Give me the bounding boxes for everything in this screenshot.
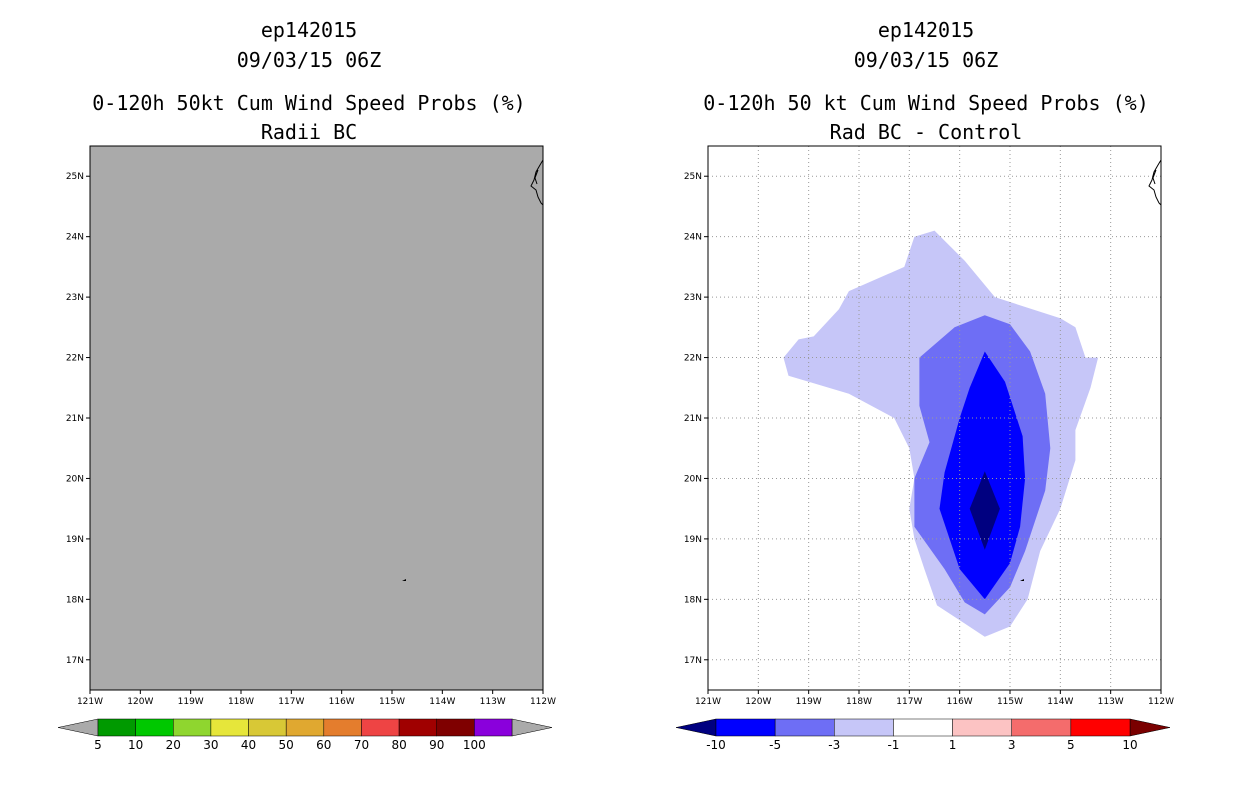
left-colorbar-swatch — [436, 718, 475, 737]
right-colorbar-low-arrow — [675, 718, 717, 737]
right-x-tick-label: 118W — [846, 697, 872, 707]
left-map-fill — [90, 146, 543, 690]
left-title-storm: ep142015 — [260, 18, 358, 42]
right-colorbar-label: 1 — [949, 738, 957, 752]
left-colorbar-low-arrow — [57, 718, 99, 737]
right-coastline — [1148, 159, 1162, 206]
left-colorbar-label: 100 — [463, 738, 486, 752]
right-title-sub: Rad BC - Control — [829, 120, 1023, 144]
right-colorbar-label: -5 — [769, 738, 781, 752]
right-x-tick-label: 120W — [745, 697, 771, 707]
left-colorbar-label: 30 — [203, 738, 218, 752]
left-x-tick-label: 112W — [530, 697, 556, 707]
right-x-tick-label: 116W — [947, 697, 973, 707]
right-title-product: 0-120h 50 kt Cum Wind Speed Probs (%) — [703, 91, 1149, 115]
left-y-tick-label: 19N — [66, 535, 84, 545]
left-colorbar-swatch — [135, 718, 174, 737]
left-colorbar-label: 40 — [241, 738, 256, 752]
right-colorbar-label: 5 — [1067, 738, 1075, 752]
left-colorbar-label: 60 — [316, 738, 331, 752]
left-colorbar-swatch — [323, 718, 362, 737]
right-x-tick-label: 113W — [1098, 697, 1124, 707]
left-x-tick-label: 114W — [429, 697, 455, 707]
left-y-tick-label: 18N — [66, 595, 84, 605]
left-x-tick-label: 118W — [228, 697, 254, 707]
left-x-tick-label: 115W — [379, 697, 405, 707]
right-colorbar-swatch — [834, 718, 894, 737]
left-colorbar-high-arrow — [511, 718, 553, 737]
left-y-tick-label: 23N — [66, 293, 84, 303]
left-colorbar-label: 90 — [429, 738, 444, 752]
right-colorbar-swatch — [1070, 718, 1131, 737]
right-colorbar-label: -10 — [706, 738, 726, 752]
right-colorbar-label: 3 — [1008, 738, 1016, 752]
left-colorbar-label: 10 — [128, 738, 143, 752]
left-title-product: 0-120h 50kt Cum Wind Speed Probs (%) — [92, 91, 526, 115]
left-colorbar-swatch — [361, 718, 400, 737]
right-colorbar-swatch — [774, 718, 835, 737]
right-title-storm: ep142015 — [877, 18, 975, 42]
left-colorbar-swatch — [210, 718, 249, 737]
left-colorbar-label: 5 — [94, 738, 102, 752]
right-island-marker — [1020, 579, 1024, 581]
left-coastline — [530, 159, 544, 206]
right-y-tick-label: 22N — [684, 354, 702, 364]
left-colorbar-swatch — [285, 718, 325, 737]
left-x-tick-label: 120W — [127, 697, 153, 707]
right-title-date: 09/03/15 06Z — [853, 48, 999, 72]
left-colorbar-label: 70 — [354, 738, 369, 752]
left-colorbar-label: 80 — [391, 738, 406, 752]
left-colorbar: 5 10 20 30 40 50 60 70 80 90 100 — [57, 718, 553, 752]
left-title-sub: Radii BC — [260, 120, 358, 144]
left-island-marker — [402, 579, 406, 581]
left-x-tick-label: 113W — [480, 697, 506, 707]
right-colorbar-swatch — [715, 718, 776, 737]
right-colorbar-label: -1 — [887, 738, 899, 752]
right-y-tick-label: 18N — [684, 595, 702, 605]
left-y-tick-label: 24N — [66, 233, 84, 243]
left-colorbar-swatch — [398, 718, 437, 737]
right-x-tick-label: 112W — [1148, 697, 1174, 707]
left-y-tick-label: 22N — [66, 354, 84, 364]
left-colorbar-swatch — [248, 718, 287, 737]
left-x-tick-label: 119W — [178, 697, 204, 707]
right-colorbar-swatch — [952, 718, 1012, 737]
left-title-date: 09/03/15 06Z — [236, 48, 382, 72]
right-y-tick-label: 17N — [684, 656, 702, 666]
right-map-plot: 121W 120W 119W 118W 117W 116W 115W 114W 113W 112W… — [675, 145, 1174, 752]
left-y-tick-label: 25N — [66, 172, 84, 182]
left-y-tick-label: 17N — [66, 656, 84, 666]
right-y-tick-label: 24N — [684, 233, 702, 243]
right-colorbar-swatch — [893, 718, 953, 737]
left-colorbar-swatch — [97, 718, 136, 737]
right-x-tick-label: 114W — [1047, 697, 1073, 707]
right-x-tick-label: 117W — [896, 697, 922, 707]
left-colorbar-swatch — [474, 718, 513, 737]
right-y-tick-label: 20N — [684, 474, 702, 484]
right-y-tick-label: 21N — [684, 414, 702, 424]
left-colorbar-label: 50 — [279, 738, 294, 752]
right-y-tick-label: 23N — [684, 293, 702, 303]
right-x-tick-label: 119W — [796, 697, 822, 707]
right-colorbar-label: -3 — [828, 738, 840, 752]
right-colorbar: -10 -5 -3 -1 1 3 5 10 — [675, 718, 1171, 752]
left-x-tick-label: 117W — [278, 697, 304, 707]
right-x-tick-label: 121W — [695, 697, 721, 707]
left-y-tick-label: 20N — [66, 474, 84, 484]
contour-region — [939, 351, 1026, 600]
left-map-plot: 121W 120W 119W 118W 117W 116W 115W 114W 113W 112W… — [57, 145, 556, 752]
left-colorbar-label: 20 — [166, 738, 181, 752]
right-colorbar-swatch — [1011, 718, 1072, 737]
right-y-tick-label: 19N — [684, 535, 702, 545]
left-colorbar-swatch — [173, 718, 212, 737]
right-colorbar-label: 10 — [1122, 738, 1137, 752]
contour-region — [969, 471, 1000, 550]
right-y-tick-label: 25N — [684, 172, 702, 182]
right-x-tick-label: 115W — [997, 697, 1023, 707]
left-x-tick-label: 121W — [77, 697, 103, 707]
left-x-tick-label: 116W — [329, 697, 355, 707]
left-y-tick-label: 21N — [66, 414, 84, 424]
right-colorbar-high-arrow — [1129, 718, 1171, 737]
